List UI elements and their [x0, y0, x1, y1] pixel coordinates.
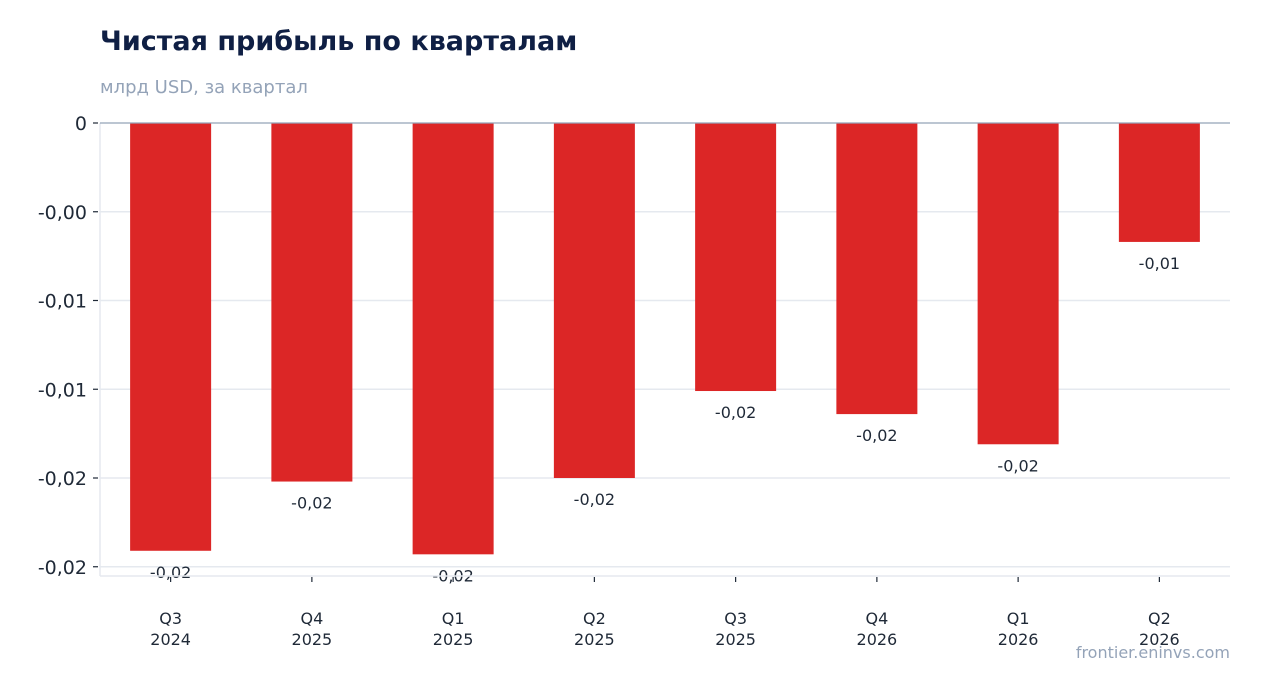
- x-tick-label-year: 2025: [574, 630, 615, 649]
- x-tick-label-year: 2025: [292, 630, 333, 649]
- x-tick-label-year: 2026: [998, 630, 1039, 649]
- x-axis: Q3 2024 Q4 2025 Q1 2025 Q2 2025 Q3 2025 Q4 2026 Q1 20…: [100, 575, 1230, 649]
- x-tick-label-quarter: Q4: [300, 609, 323, 628]
- x-tick-label-quarter: Q4: [865, 609, 888, 628]
- data-label: -0,02: [291, 494, 332, 513]
- y-tick-label: -0,02: [38, 557, 87, 579]
- bar: [695, 123, 777, 392]
- bar: [836, 123, 918, 415]
- x-tick-label-quarter: Q3: [724, 609, 747, 628]
- bar: [271, 123, 353, 482]
- x-tick-label-year: 2024: [150, 630, 191, 649]
- bar: [977, 123, 1059, 445]
- bar: [130, 123, 212, 551]
- data-label: -0,02: [574, 490, 615, 509]
- data-label: -0,01: [1139, 254, 1180, 273]
- grid-lines: [100, 211, 1230, 568]
- y-tick-label: -0,00: [38, 202, 87, 224]
- data-label: -0,02: [715, 403, 756, 422]
- x-tick-label-quarter: Q1: [442, 609, 465, 628]
- y-tick-label: 0: [75, 113, 87, 135]
- data-label: -0,02: [997, 456, 1038, 475]
- x-tick-label-quarter: Q2: [1148, 609, 1171, 628]
- x-tick-label-year: 2026: [857, 630, 898, 649]
- x-tick-label-year: 2025: [433, 630, 474, 649]
- y-tick-label: -0,01: [38, 291, 87, 313]
- y-axis: 0 -0,00 -0,01 -0,01 -0,02 -0,02: [38, 113, 101, 579]
- x-tick-label-quarter: Q2: [583, 609, 606, 628]
- data-label: -0,02: [856, 426, 897, 445]
- x-tick-label-year: 2026: [1139, 630, 1180, 649]
- bar: [553, 123, 635, 478]
- bar: [1118, 123, 1200, 242]
- bar: [412, 123, 494, 555]
- watermark: frontier.eninvs.com: [1075, 643, 1230, 662]
- bars: [130, 123, 1200, 555]
- x-tick-label-quarter: Q1: [1007, 609, 1030, 628]
- x-tick-label-quarter: Q3: [159, 609, 182, 628]
- chart-subtitle: млрд USD, за квартал: [100, 77, 308, 98]
- data-label: -0,02: [150, 563, 191, 582]
- chart-title: Чистая прибыль по кварталам: [100, 26, 578, 57]
- y-tick-label: -0,01: [38, 379, 87, 401]
- x-tick-label-year: 2025: [715, 630, 756, 649]
- y-tick-label: -0,02: [38, 468, 87, 490]
